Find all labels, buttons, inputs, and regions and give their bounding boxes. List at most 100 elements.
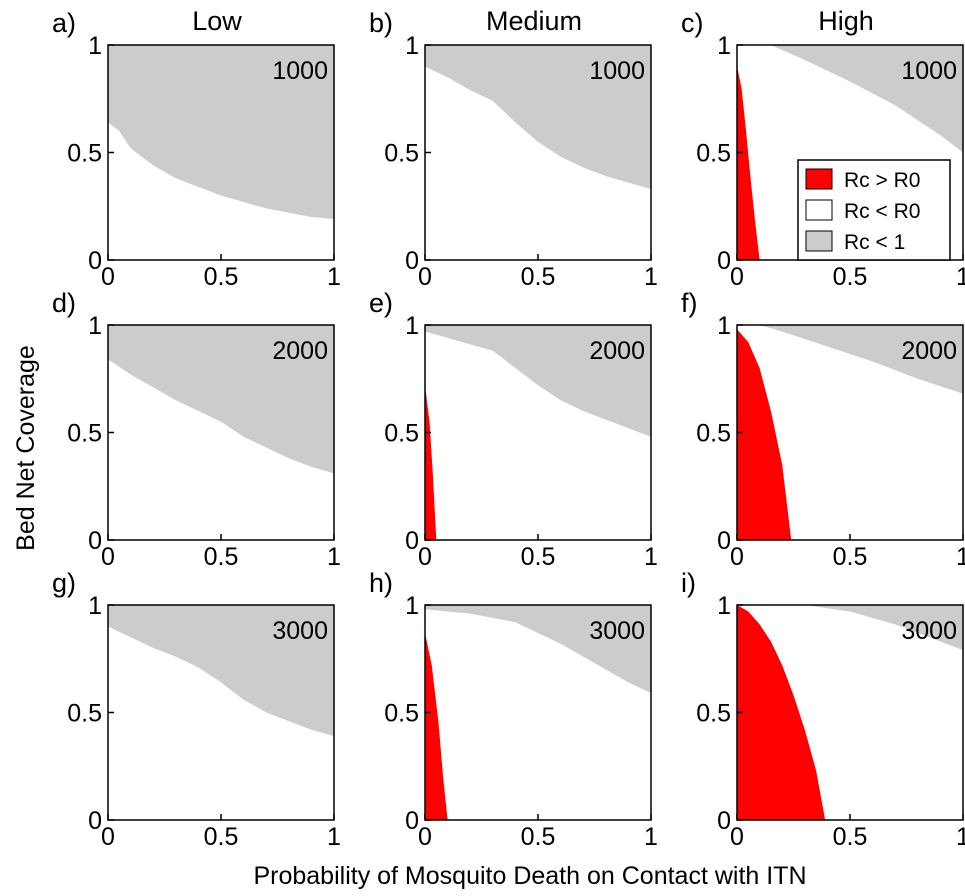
panel-label: c): [681, 8, 704, 38]
red-region: [425, 385, 437, 540]
x-tick-label: 0.5: [204, 263, 239, 291]
panel-g: 00 0.5 0.5 1 1 g) 3000: [52, 568, 341, 851]
panel-a: 00 0.5 0.5 1 1 a) 1000: [52, 8, 341, 291]
y-tick-label: 1: [405, 32, 419, 60]
y-tick-label: 0.5: [384, 140, 419, 168]
y-tick-label: 0: [717, 247, 731, 275]
y-tick-label: 1: [88, 32, 102, 60]
x-tick-label: 0: [418, 823, 432, 851]
x-tick-label: 1: [956, 543, 965, 571]
x-tick-label: 0: [101, 263, 115, 291]
x-tick-label: 0.5: [521, 823, 556, 851]
y-tick-label: 0.5: [67, 420, 102, 448]
legend-swatch-red: [805, 168, 833, 190]
red-region: [737, 605, 826, 820]
legend-label-rc-lt-1: Rc < 1: [844, 231, 905, 254]
panel-value-label: 1000: [901, 57, 957, 85]
panel-label: i): [681, 568, 696, 598]
panel-label: f): [681, 288, 698, 318]
panel-d: 00 0.5 0.5 1 1 d) 2000: [52, 288, 341, 571]
legend-label-rc-gt-r0: Rc > R0: [844, 169, 920, 192]
y-tick-label: 1: [88, 312, 102, 340]
column-title-medium: Medium: [486, 6, 582, 36]
panel-label: b): [369, 8, 393, 38]
panel-value-label: 2000: [272, 337, 328, 365]
x-tick-label: 0.5: [521, 543, 556, 571]
y-tick-label: 1: [717, 592, 731, 620]
gray-region: [737, 325, 963, 394]
column-title-low: Low: [192, 6, 242, 36]
legend-label-rc-lt-r0: Rc < R0: [844, 200, 920, 223]
gray-region: [425, 325, 651, 437]
x-tick-label: 1: [644, 263, 658, 291]
y-tick-label: 0: [717, 527, 731, 555]
x-axis-title: Probability of Mosquito Death on Contact…: [253, 862, 806, 890]
red-region: [737, 329, 792, 540]
y-tick-label: 0.5: [384, 700, 419, 728]
gray-region: [108, 605, 334, 737]
y-tick-label: 0.5: [384, 420, 419, 448]
panel-label: e): [369, 288, 393, 318]
panel-b: 00 0.5 0.5 1 1 b) 1000: [369, 8, 658, 291]
x-tick-label: 0: [730, 823, 744, 851]
y-tick-label: 1: [717, 32, 731, 60]
x-tick-label: 0: [418, 543, 432, 571]
panel-value-label: 2000: [589, 337, 645, 365]
panel-value-label: 3000: [272, 617, 328, 645]
panel-value-label: 2000: [901, 337, 957, 365]
panel-label: g): [52, 568, 76, 598]
y-tick-label: 0.5: [67, 700, 102, 728]
y-axis-title: Bed Net Coverage: [12, 345, 40, 551]
red-region: [737, 66, 760, 260]
x-tick-label: 0: [418, 263, 432, 291]
panel-label: d): [52, 288, 76, 318]
y-tick-label: 1: [405, 592, 419, 620]
legend-swatch-gray: [805, 230, 833, 252]
x-tick-label: 0.5: [833, 263, 868, 291]
red-region: [425, 632, 448, 820]
column-title-high: High: [818, 6, 874, 36]
x-tick-label: 0.5: [204, 543, 239, 571]
panel-e: 00 0.5 0.5 1 1 e) 2000: [369, 288, 658, 571]
y-tick-label: 0.5: [67, 140, 102, 168]
y-tick-label: 0.5: [696, 420, 731, 448]
gray-region: [425, 45, 651, 190]
y-tick-label: 1: [88, 592, 102, 620]
panel-value-label: 1000: [589, 57, 645, 85]
y-tick-label: 0: [405, 527, 419, 555]
gray-region: [425, 605, 651, 694]
x-tick-label: 0: [730, 263, 744, 291]
y-tick-label: 1: [717, 312, 731, 340]
x-tick-label: 1: [327, 263, 341, 291]
panel-i: 00 0.5 0.5 1 1 i) 3000: [681, 568, 965, 851]
legend: Rc > R0 Rc < R0 Rc < 1: [797, 159, 951, 261]
x-tick-label: 1: [327, 823, 341, 851]
y-tick-label: 0: [405, 247, 419, 275]
x-tick-label: 1: [956, 823, 965, 851]
panel-value-label: 3000: [589, 617, 645, 645]
panel-h: 00 0.5 0.5 1 1 h) 3000: [369, 568, 658, 851]
panel-value-label: 1000: [272, 57, 328, 85]
x-tick-label: 0.5: [204, 823, 239, 851]
gray-region: [737, 605, 963, 651]
y-tick-label: 0: [88, 807, 102, 835]
x-tick-label: 1: [327, 543, 341, 571]
x-tick-label: 0.5: [833, 823, 868, 851]
x-tick-label: 0.5: [833, 543, 868, 571]
y-tick-label: 0: [717, 807, 731, 835]
panel-label: a): [52, 8, 76, 38]
panel-label: h): [369, 568, 393, 598]
panel-value-label: 3000: [901, 617, 957, 645]
x-tick-label: 1: [644, 823, 658, 851]
x-tick-label: 0: [730, 543, 744, 571]
x-tick-label: 1: [644, 543, 658, 571]
x-tick-label: 0.5: [521, 263, 556, 291]
y-tick-label: 1: [405, 312, 419, 340]
y-tick-label: 0.5: [696, 140, 731, 168]
panel-grid: 000.50.511a)1000000.50.511b)1000000.50.5…: [52, 8, 965, 851]
x-tick-label: 1: [956, 263, 965, 291]
x-tick-label: 0: [101, 823, 115, 851]
x-tick-label: 0: [101, 543, 115, 571]
gray-region: [108, 45, 334, 220]
